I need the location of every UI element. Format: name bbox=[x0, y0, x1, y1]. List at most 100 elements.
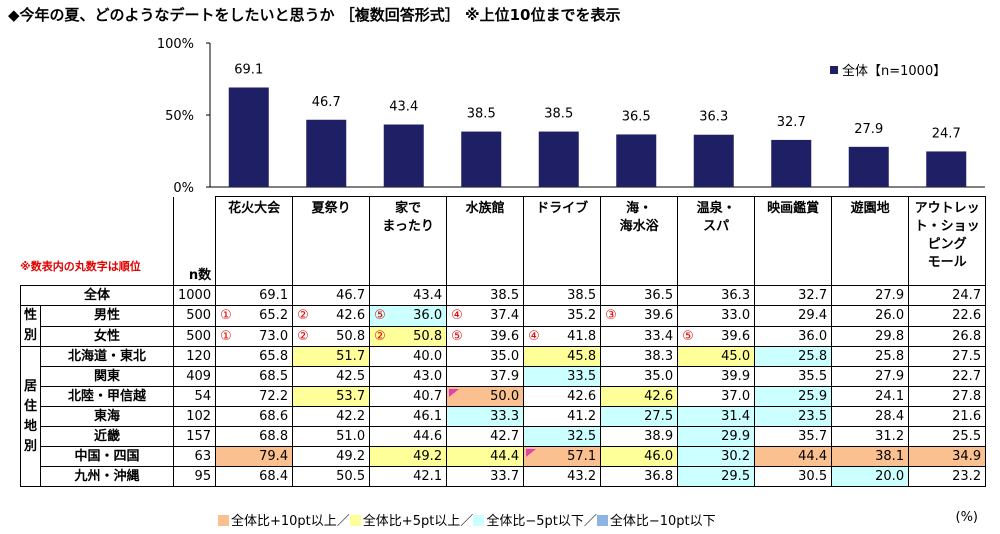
n-value: 500 bbox=[172, 325, 217, 347]
y-tick-label: 0% bbox=[173, 181, 194, 196]
table-cell: 22.6 bbox=[908, 305, 987, 327]
row-label: 九州・沖縄 bbox=[40, 466, 174, 487]
table-cell: 28.4 bbox=[831, 406, 910, 427]
row-label: 近畿 bbox=[40, 426, 174, 447]
chart-title: ◆今年の夏、どのようなデートをしたいと思うか ［複数回答形式］ ※上位10位まで… bbox=[8, 6, 621, 24]
cell-value: 29.5 bbox=[721, 469, 751, 484]
cell-value: 39.6 bbox=[721, 328, 751, 344]
category-header: 家で まったり bbox=[369, 196, 448, 286]
table-row: 中国・四国 63 79.4 49.2 49.2 44.4 57.1 46.0 30.2 44.4 3… bbox=[21, 446, 987, 467]
n-value: 500 bbox=[172, 305, 217, 327]
bar-value-label: 32.7 bbox=[777, 115, 806, 130]
cell-value: 33.0 bbox=[721, 308, 751, 324]
cell-value: 42.6 bbox=[336, 308, 366, 324]
cell-value: 26.8 bbox=[952, 328, 982, 344]
table-cell: 31.2 bbox=[831, 426, 910, 447]
table-cell: 36.3 bbox=[677, 285, 756, 306]
table-row: 全体 1000 69.1 46.7 43.4 38.5 38.5 36.5 36.3 32.7 27… bbox=[20, 285, 987, 306]
cell-value: 33.4 bbox=[644, 328, 674, 344]
rank-note: ※数表内の丸数字は順位 bbox=[20, 260, 141, 273]
table-cell: 42.1 bbox=[369, 466, 448, 487]
cell-value: 49.2 bbox=[336, 449, 366, 464]
table-cell: 42.6 bbox=[600, 386, 679, 407]
cell-value: 27.8 bbox=[952, 389, 982, 404]
legend-swatch bbox=[218, 515, 229, 526]
cell-value: 40.0 bbox=[413, 349, 443, 364]
rank-badge: ① bbox=[220, 328, 232, 344]
table-cell: 38.3 bbox=[600, 346, 679, 367]
cell-value: 33.7 bbox=[490, 469, 520, 484]
category-header: 海・ 海水浴 bbox=[600, 196, 679, 286]
cell-value: 33.5 bbox=[567, 369, 597, 384]
bar bbox=[383, 124, 424, 187]
cell-value: 32.7 bbox=[798, 288, 828, 303]
cell-value: 25.8 bbox=[798, 349, 828, 364]
table-cell: ⑤ 39.6 bbox=[446, 325, 525, 347]
cell-value: 27.5 bbox=[644, 409, 674, 424]
cell-value: 46.7 bbox=[336, 288, 366, 303]
table-cell: 27.5 bbox=[908, 346, 987, 367]
cell-value: 42.5 bbox=[336, 369, 366, 384]
table-cell: 38.9 bbox=[600, 426, 679, 447]
cell-value: 50.8 bbox=[413, 328, 443, 344]
cell-value: 23.2 bbox=[952, 469, 982, 484]
table-cell: 34.9 bbox=[908, 446, 987, 467]
cell-value: 57.1 bbox=[567, 449, 597, 464]
bar-value-label: 46.7 bbox=[312, 95, 341, 110]
bar bbox=[771, 139, 812, 187]
table-cell: 50.5 bbox=[292, 466, 371, 487]
table-cell: 26.0 bbox=[831, 305, 910, 327]
cell-value: 50.8 bbox=[336, 328, 366, 344]
bar bbox=[461, 131, 502, 187]
cell-value: 36.3 bbox=[721, 288, 751, 303]
n-value: 1000 bbox=[172, 285, 217, 306]
table-cell: ③ 39.6 bbox=[600, 305, 679, 327]
table-cell: 27.5 bbox=[600, 406, 679, 427]
table-cell: 35.0 bbox=[600, 366, 679, 387]
cell-value: 68.8 bbox=[259, 429, 289, 444]
table-cell: 43.0 bbox=[369, 366, 448, 387]
legend-swatch bbox=[473, 515, 485, 526]
cell-value: 29.8 bbox=[875, 328, 905, 344]
table-cell: 72.2 bbox=[215, 386, 294, 407]
table-cell: 45.0 bbox=[677, 346, 756, 367]
table-cell: 33.5 bbox=[523, 366, 602, 387]
cell-value: 35.2 bbox=[567, 308, 597, 324]
category-header: 温泉・ スパ bbox=[677, 196, 756, 286]
table-cell: 51.0 bbox=[292, 426, 371, 447]
group-label: 性別 bbox=[20, 305, 41, 347]
cell-value: 68.4 bbox=[259, 469, 289, 484]
cell-value: 43.0 bbox=[413, 369, 443, 384]
table-cell: 21.6 bbox=[908, 406, 987, 427]
row-label: 北海道・東北 bbox=[40, 346, 174, 367]
cell-value: 24.1 bbox=[875, 389, 905, 404]
table-cell: 33.0 bbox=[677, 305, 756, 327]
cell-value: 39.6 bbox=[644, 308, 674, 324]
cell-value: 46.0 bbox=[644, 449, 674, 464]
table-cell: 27.9 bbox=[831, 285, 910, 306]
cell-value: 24.7 bbox=[952, 288, 982, 303]
table-cell: 24.1 bbox=[831, 386, 910, 407]
n-value: 102 bbox=[172, 406, 217, 427]
table-cell: 68.8 bbox=[215, 426, 294, 447]
row-label: 女性 bbox=[40, 325, 174, 347]
table-cell: 23.5 bbox=[754, 406, 833, 427]
table-cell: 33.3 bbox=[446, 406, 525, 427]
table-cell: 40.0 bbox=[369, 346, 448, 367]
table-cell: 29.9 bbox=[677, 426, 756, 447]
table-cell: 30.2 bbox=[677, 446, 756, 467]
cell-value: 38.3 bbox=[644, 349, 674, 364]
cell-value: 79.4 bbox=[259, 449, 289, 464]
table-cell: 25.8 bbox=[754, 346, 833, 367]
cell-value: 50.5 bbox=[336, 469, 366, 484]
legend-label: 全体比−10pt以下 bbox=[609, 514, 716, 529]
table-cell: 27.8 bbox=[908, 386, 987, 407]
table-cell: 43.4 bbox=[369, 285, 448, 306]
table-cell: 49.2 bbox=[369, 446, 448, 467]
rank-badge: ⑤ bbox=[451, 328, 463, 344]
y-tick-label: 100% bbox=[157, 37, 194, 52]
cell-value: 26.0 bbox=[875, 308, 905, 324]
category-header: 遊園地 bbox=[831, 196, 910, 286]
cell-value: 44.4 bbox=[798, 449, 828, 464]
rank-badge: ② bbox=[297, 328, 309, 344]
